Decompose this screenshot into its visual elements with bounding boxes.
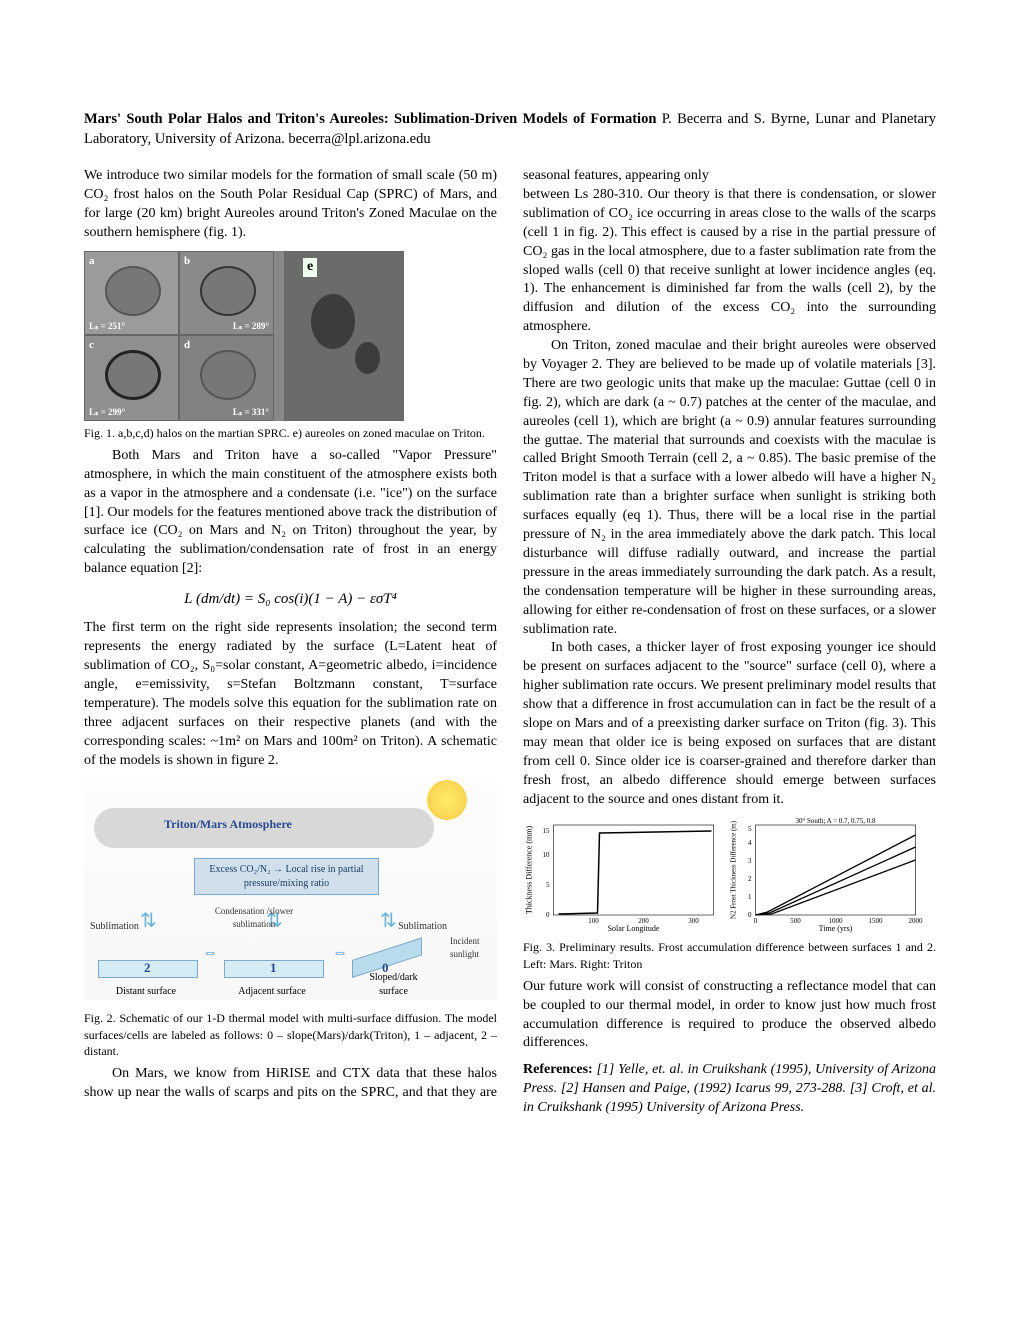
svg-text:10: 10: [543, 851, 551, 859]
arrow-icon: ⇅: [140, 908, 157, 935]
cell-num-2: 2: [144, 959, 151, 977]
fig1-label-b: b: [184, 254, 190, 269]
title-block: Mars' South Polar Halos and Triton's Aur…: [84, 110, 936, 149]
surf-label-0: Sloped/dark surface: [356, 971, 431, 998]
references: References: [1] Yelle, et. al. in Cruiks…: [523, 1061, 936, 1118]
sun-icon: [427, 780, 467, 820]
surf-label-2: Distant surface: [106, 985, 186, 999]
fig3-image: Thickness Difference (mm) Solar Longitud…: [523, 815, 936, 935]
svg-text:5: 5: [748, 825, 752, 833]
svg-text:0: 0: [754, 917, 758, 925]
figure-1: a Lₛ = 251° b Lₛ = 289° c Lₛ = 299° d Lₛ…: [84, 251, 497, 441]
svg-text:3: 3: [748, 857, 752, 865]
svg-text:0: 0: [748, 911, 752, 919]
fig2-caption: Fig. 2. Schematic of our 1-D thermal mod…: [84, 1010, 497, 1059]
para-2: Both Mars and Triton have a so-called "V…: [84, 447, 497, 579]
fig1-image: a Lₛ = 251° b Lₛ = 289° c Lₛ = 299° d Lₛ…: [84, 251, 404, 421]
arrow-icon: ⇔: [202, 942, 218, 964]
svg-text:200: 200: [638, 917, 649, 925]
arrow-icon: ⇔: [332, 942, 348, 964]
cell-num-1: 1: [270, 959, 277, 977]
fig3-right-ylabel: N2 Frost Thickness Difference (m): [730, 821, 738, 920]
fig1-ls-c: Lₛ = 299°: [89, 406, 125, 418]
svg-text:0: 0: [546, 911, 550, 919]
content-columns: We introduce two similar models for the …: [84, 167, 936, 1118]
cloud-label: Triton/Mars Atmosphere: [164, 816, 292, 832]
paper-title: Mars' South Polar Halos and Triton's Aur…: [84, 111, 656, 127]
figure-3: Thickness Difference (mm) Solar Longitud…: [523, 815, 936, 971]
sublimation-label-r: Sublimation: [398, 920, 447, 934]
excess-box: Excess CO₂/N₂ → Local rise in partial pr…: [194, 858, 379, 895]
fig3-caption: Fig. 3. Preliminary results. Frost accum…: [523, 939, 936, 971]
fig1-caption: Fig. 1. a,b,c,d) halos on the martian SP…: [84, 425, 497, 441]
references-label: References:: [523, 1062, 593, 1077]
svg-text:1500: 1500: [869, 917, 884, 925]
fig3-right-title: 30° South; A = 0.7, 0.75, 0.8: [795, 817, 876, 825]
fig1-label-e: e: [303, 258, 317, 277]
fig1-label-a: a: [89, 254, 95, 269]
svg-text:15: 15: [543, 827, 551, 835]
surf-label-1: Adjacent surface: [232, 985, 312, 999]
svg-text:100: 100: [588, 917, 599, 925]
fig2-image: Triton/Mars Atmosphere Excess CO₂/N₂ → L…: [84, 780, 497, 1000]
col2-para-c: In both cases, a thicker layer of frost …: [523, 639, 936, 809]
fig1-ls-d: Lₛ = 331°: [233, 406, 269, 418]
col2-para-a: between Ls 280-310. Our theory is that t…: [523, 186, 936, 337]
equation-1: L (dm/dt) = S₀ cos(i)(1 − A) − εσT⁴: [84, 589, 497, 609]
condensation-label: Condensation /slower sublimation: [214, 905, 294, 929]
svg-text:4: 4: [748, 839, 752, 847]
future-work: Our future work will consist of construc…: [523, 978, 936, 1054]
fig3-left-ylabel: Thickness Difference (mm): [525, 826, 534, 915]
svg-text:500: 500: [790, 917, 801, 925]
intro-para: We introduce two similar models for the …: [84, 167, 497, 243]
svg-text:1000: 1000: [829, 917, 844, 925]
figure-2: Triton/Mars Atmosphere Excess CO₂/N₂ → L…: [84, 780, 497, 1059]
sublimation-label: Sublimation: [90, 920, 139, 934]
fig1-ls-a: Lₛ = 251°: [89, 320, 125, 332]
svg-text:1: 1: [748, 893, 752, 901]
fig1-label-d: d: [184, 338, 190, 353]
para-3: The first term on the right side represe…: [84, 619, 497, 770]
fig3-right-xlabel: Time (yrs): [819, 924, 853, 933]
svg-text:2: 2: [748, 875, 752, 883]
fig1-ls-b: Lₛ = 289°: [233, 320, 269, 332]
incident-label: Incident sunlight: [450, 935, 495, 959]
svg-text:2000: 2000: [909, 917, 924, 925]
arrow-icon: ⇅: [380, 908, 397, 935]
fig3-left-xlabel: Solar Longitude: [608, 924, 660, 933]
svg-text:300: 300: [688, 917, 699, 925]
col2-para-b: On Triton, zoned maculae and their brigh…: [523, 337, 936, 639]
fig1-label-c: c: [89, 338, 94, 353]
svg-text:5: 5: [546, 881, 550, 889]
